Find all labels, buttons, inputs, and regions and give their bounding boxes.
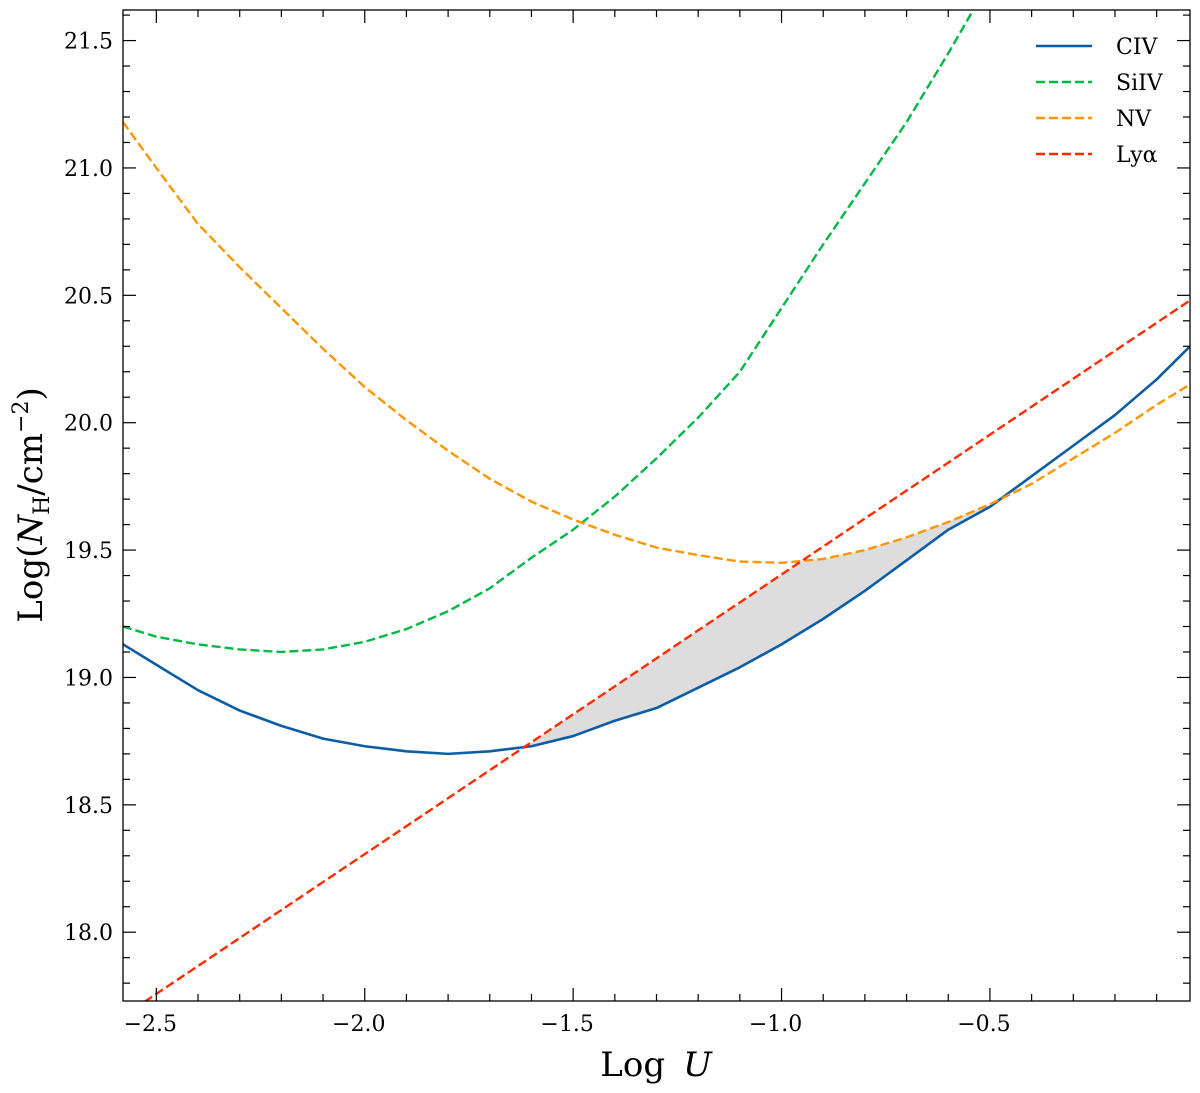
y-tick-label: 19.5: [64, 539, 113, 564]
y-tick-label: 20.0: [64, 412, 113, 437]
x-tick-label: −0.5: [957, 1012, 1010, 1037]
legend-label: SiIV: [1116, 71, 1164, 96]
x-axis-label-var: U: [683, 1045, 713, 1085]
legend-item-nv: NV: [1036, 107, 1152, 132]
y-axis-label-var: N: [11, 514, 51, 546]
shaded-allowed-region: [525, 499, 1001, 748]
y-tick-label: 18.0: [64, 921, 113, 946]
y-tick-label: 20.5: [64, 284, 113, 309]
y-tick-label: 18.5: [64, 794, 113, 819]
legend-label: CIV: [1116, 35, 1159, 60]
ticks-layer: −2.5 −2.0 −1.5 −1.0 −0.5 18.0 18.5 19.0 19.5 20.0…: [64, 10, 1190, 1037]
legend-item-siiv: SiIV: [1036, 71, 1164, 96]
x-tick-label: −1.0: [749, 1012, 802, 1037]
legend: CIV SiIV NV Lyα: [1036, 35, 1164, 168]
y-axis-label-sub: H: [30, 496, 55, 515]
y-axis-label-prefix: Log(: [11, 545, 51, 623]
y-tick-label: 21.5: [64, 30, 113, 55]
legend-item-lya: Lyα: [1036, 143, 1158, 168]
y-tick-label: 21.0: [64, 157, 113, 182]
y-tick-label: 19.0: [64, 666, 113, 691]
shaded-region-layer: [525, 499, 1001, 748]
series-line-civ: [123, 345, 1190, 756]
legend-label: Lyα: [1116, 143, 1158, 168]
legend-item-civ: CIV: [1036, 35, 1159, 60]
x-tick-label: −1.5: [540, 1012, 593, 1037]
x-axis-label-text: Log: [600, 1045, 665, 1085]
legend-label: NV: [1116, 107, 1152, 132]
x-tick-label: −2.5: [124, 1012, 177, 1037]
y-axis-label-suffix: ): [11, 387, 51, 400]
series-line-nv: [123, 121, 1190, 565]
y-axis-label-sup: −2: [9, 401, 34, 433]
y-axis-label: Log(NH/cm−2): [9, 387, 55, 622]
x-axis-label: Log U: [600, 1045, 713, 1085]
series-layer: [123, 10, 1190, 1001]
plot-frame: [122, 9, 1191, 1002]
x-tick-label: −2.0: [332, 1012, 385, 1037]
series-line-lya: [143, 299, 1190, 1001]
series-line-siiv: [123, 10, 975, 654]
y-axis-label-mid: /cm: [11, 433, 51, 496]
